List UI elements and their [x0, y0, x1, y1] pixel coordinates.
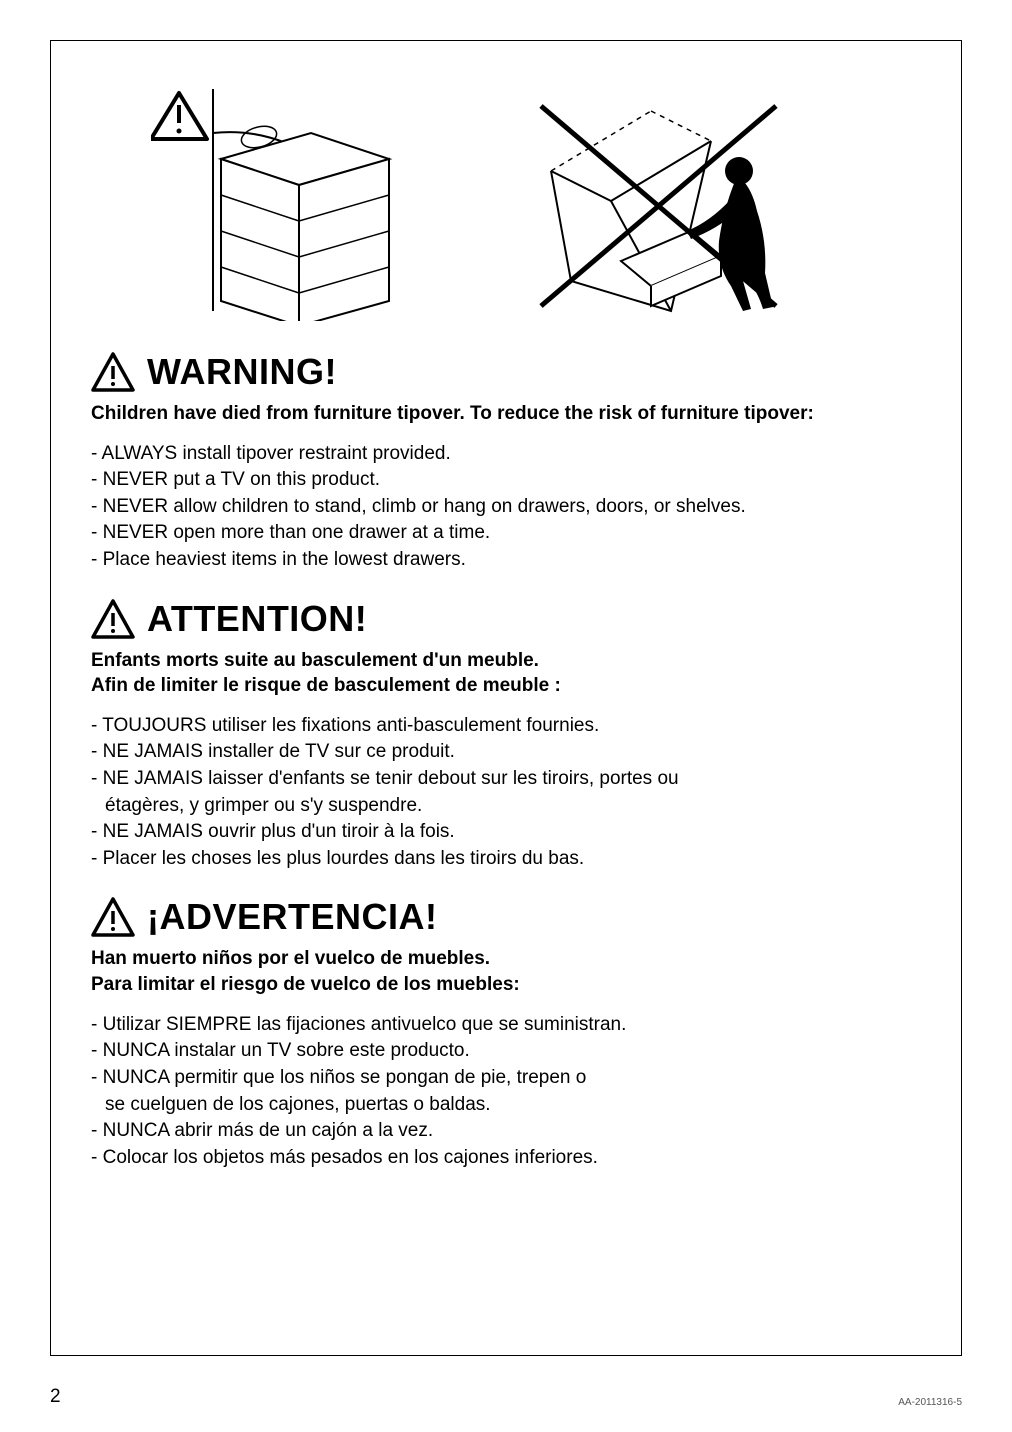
subheading-es: Han muerto niños por el vuelco de mueble…	[91, 946, 921, 997]
list-item: - TOUJOURS utiliser les fixations anti-b…	[91, 713, 921, 740]
subheading-fr: Enfants morts suite au basculement d'un …	[91, 648, 921, 699]
page-number: 2	[50, 1386, 61, 1408]
list-item: - NEVER put a TV on this product.	[91, 467, 921, 494]
list-item: étagères, y grimper ou s'y suspendre.	[91, 793, 921, 820]
item-list-en: - ALWAYS install tipover restraint provi…	[91, 441, 921, 574]
list-item: - NEVER allow children to stand, climb o…	[91, 494, 921, 521]
list-item: - NUNCA abrir más de un cajón a la vez.	[91, 1118, 921, 1145]
illustration-tipover-hazard	[511, 81, 791, 321]
list-item: - Placer les choses les plus lourdes dan…	[91, 846, 921, 873]
warning-triangle-icon	[91, 352, 135, 392]
warning-section-fr: ATTENTION! Enfants morts suite au bascul…	[91, 598, 921, 873]
illustration-row	[151, 81, 921, 321]
heading-text-es: ¡ADVERTENCIA!	[147, 896, 438, 938]
list-item: - NE JAMAIS installer de TV sur ce produ…	[91, 739, 921, 766]
warning-heading-fr: ATTENTION!	[91, 598, 921, 640]
list-item: - NEVER open more than one drawer at a t…	[91, 520, 921, 547]
document-id: AA-2011316-5	[898, 1397, 962, 1408]
warning-triangle-icon	[91, 897, 135, 937]
subheading-en: Children have died from furniture tipove…	[91, 401, 921, 427]
list-item: - Colocar los objetos más pesados en los…	[91, 1145, 921, 1172]
list-item: - NUNCA instalar un TV sobre este produc…	[91, 1038, 921, 1065]
page-footer: 2 AA-2011316-5	[0, 1386, 1012, 1432]
safety-page: WARNING! Children have died from furnitu…	[50, 40, 962, 1356]
heading-text-en: WARNING!	[147, 351, 337, 393]
list-item: - Utilizar SIEMPRE las fijaciones antivu…	[91, 1012, 921, 1039]
warning-heading-es: ¡ADVERTENCIA!	[91, 896, 921, 938]
list-item: - NUNCA permitir que los niños se pongan…	[91, 1065, 921, 1092]
warning-heading-en: WARNING!	[91, 351, 921, 393]
item-list-fr: - TOUJOURS utiliser les fixations anti-b…	[91, 713, 921, 873]
item-list-es: - Utilizar SIEMPRE las fijaciones antivu…	[91, 1012, 921, 1172]
list-item: - NE JAMAIS ouvrir plus d'un tiroir à la…	[91, 819, 921, 846]
warning-section-es: ¡ADVERTENCIA! Han muerto niños por el vu…	[91, 896, 921, 1171]
heading-text-fr: ATTENTION!	[147, 598, 367, 640]
list-item: se cuelguen de los cajones, puertas o ba…	[91, 1092, 921, 1119]
list-item: - Place heaviest items in the lowest dra…	[91, 547, 921, 574]
illustration-anchored-dresser	[151, 81, 431, 321]
list-item: - ALWAYS install tipover restraint provi…	[91, 441, 921, 468]
list-item: - NE JAMAIS laisser d'enfants se tenir d…	[91, 766, 921, 793]
warning-triangle-icon	[91, 599, 135, 639]
warning-section-en: WARNING! Children have died from furnitu…	[91, 351, 921, 574]
